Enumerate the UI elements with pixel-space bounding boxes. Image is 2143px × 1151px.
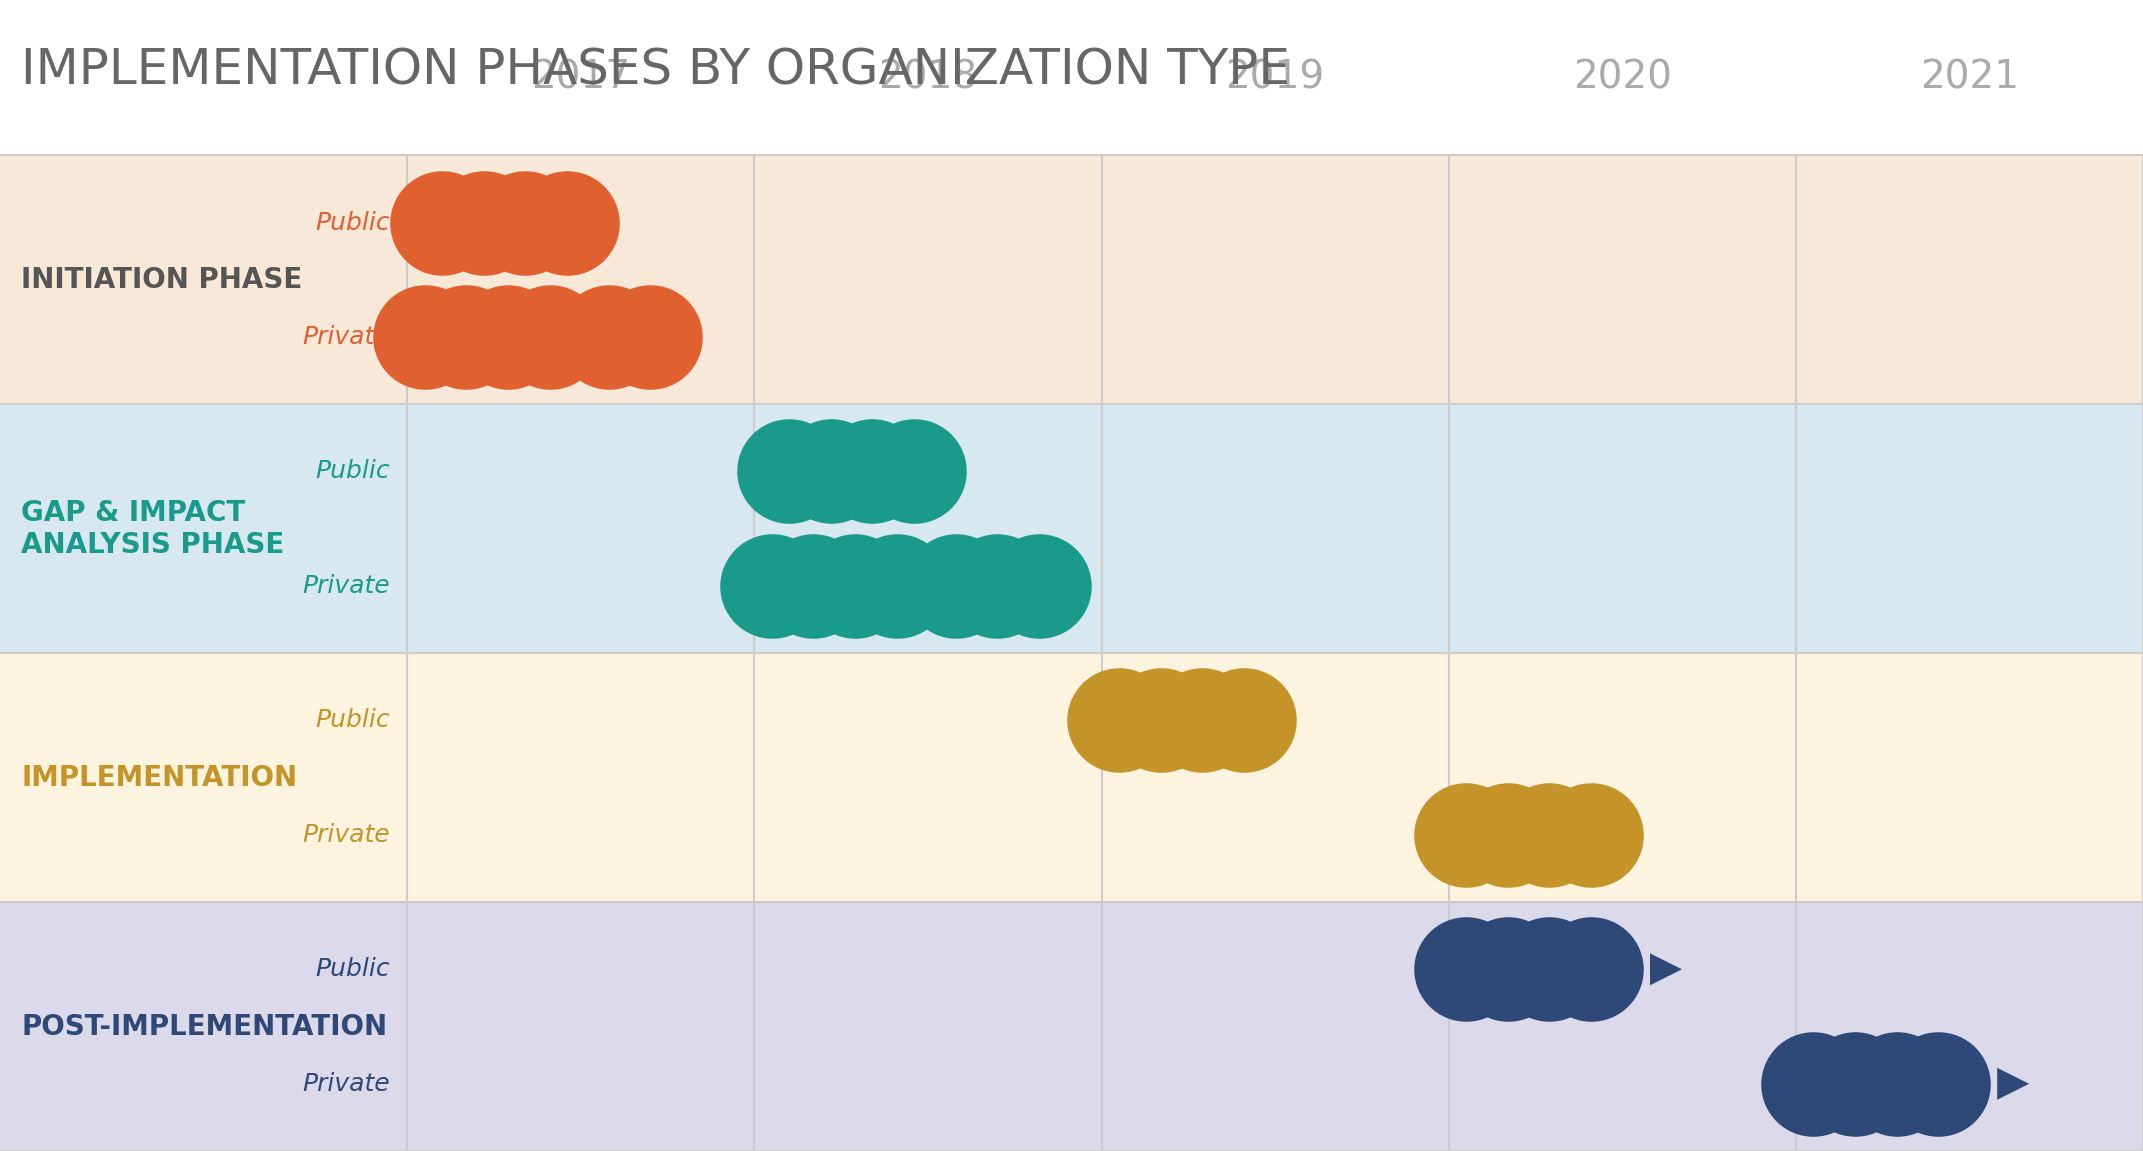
Point [1532, 825, 1567, 844]
Point [1492, 960, 1526, 978]
Point [1449, 825, 1483, 844]
Point [1920, 1075, 1954, 1093]
Point [1879, 1075, 1914, 1093]
Text: Private: Private [302, 1072, 390, 1096]
Point [1573, 825, 1607, 844]
Point [1022, 577, 1056, 595]
Point [632, 328, 666, 346]
Text: 2017: 2017 [531, 59, 630, 97]
Bar [0, 404, 2143, 654]
Bar [0, 0, 2143, 155]
Text: 2020: 2020 [1573, 59, 1672, 97]
Point [1532, 960, 1567, 978]
Text: Public: Public [315, 708, 390, 732]
Bar [0, 653, 2143, 902]
Point [814, 463, 849, 481]
Point [450, 328, 484, 346]
Bar [0, 902, 2143, 1151]
Text: IMPLEMENTATION PHASES BY ORGANIZATION TYPE: IMPLEMENTATION PHASES BY ORGANIZATION TY… [21, 46, 1290, 94]
Point [551, 213, 585, 231]
Point [591, 328, 626, 346]
Text: 2018: 2018 [879, 59, 977, 97]
Text: Public: Public [315, 958, 390, 982]
Point [797, 577, 831, 595]
Text: Private: Private [302, 823, 390, 847]
Point [491, 328, 525, 346]
Point [508, 213, 542, 231]
Point [467, 213, 501, 231]
Point [1185, 711, 1219, 730]
Point [1492, 825, 1526, 844]
Point [771, 463, 806, 481]
Text: Private: Private [302, 325, 390, 349]
Text: POST-IMPLEMENTATION: POST-IMPLEMENTATION [21, 1013, 388, 1041]
Bar [0, 155, 2143, 404]
Point [531, 328, 566, 346]
Point [838, 577, 872, 595]
Point [754, 577, 789, 595]
Point [1449, 960, 1483, 978]
Text: 2021: 2021 [1920, 59, 2019, 97]
Text: INITIATION PHASE: INITIATION PHASE [21, 266, 302, 294]
Point [979, 577, 1014, 595]
Point [1796, 1075, 1830, 1093]
Point [855, 463, 889, 481]
Text: Private: Private [302, 574, 390, 599]
Point [939, 577, 973, 595]
Point [1144, 711, 1179, 730]
Text: 2019: 2019 [1226, 59, 1324, 97]
Text: GAP & IMPACT
ANALYSIS PHASE: GAP & IMPACT ANALYSIS PHASE [21, 498, 285, 559]
Point [879, 577, 913, 595]
Point [1102, 711, 1136, 730]
Point [424, 213, 459, 231]
Text: Public: Public [315, 211, 390, 235]
Point [1226, 711, 1260, 730]
Point [898, 463, 932, 481]
Point [407, 328, 441, 346]
Point [1839, 1075, 1873, 1093]
Text: Public: Public [315, 459, 390, 483]
Point [1573, 960, 1607, 978]
Text: IMPLEMENTATION: IMPLEMENTATION [21, 763, 298, 792]
